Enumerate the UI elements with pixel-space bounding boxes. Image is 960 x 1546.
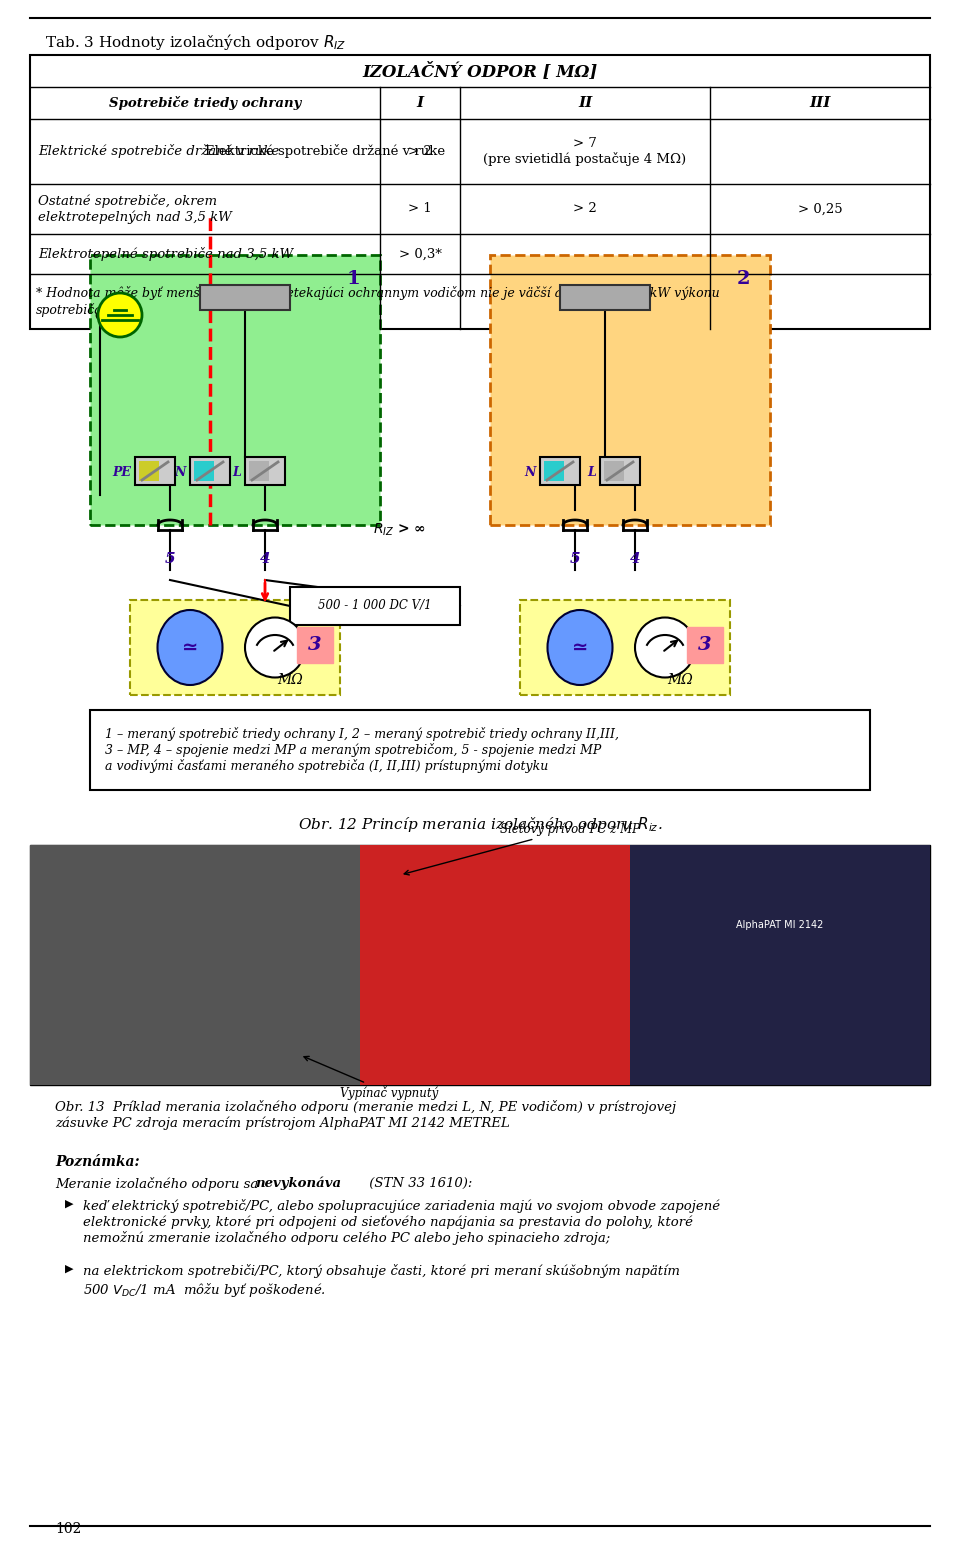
Text: IZOLAČNÝ ODPOR [ MΩ]: IZOLAČNÝ ODPOR [ MΩ] <box>362 62 598 80</box>
Text: L: L <box>232 467 241 479</box>
Text: > 1: > 1 <box>408 203 432 215</box>
Circle shape <box>635 617 695 677</box>
Text: 4: 4 <box>630 552 640 566</box>
Bar <box>249 461 269 481</box>
Text: 5: 5 <box>569 552 580 566</box>
FancyBboxPatch shape <box>520 600 730 696</box>
Text: Tab. 3 Hodnoty izolačných odporov $R_{IZ}$: Tab. 3 Hodnoty izolačných odporov $R_{IZ… <box>45 32 347 53</box>
Text: nevykonáva: nevykonáva <box>255 1177 341 1190</box>
FancyBboxPatch shape <box>490 255 770 526</box>
Bar <box>194 461 214 481</box>
Text: ≃: ≃ <box>181 638 198 657</box>
Ellipse shape <box>157 611 223 685</box>
Text: $R_{IZ}$ > ∞: $R_{IZ}$ > ∞ <box>373 523 426 538</box>
Circle shape <box>245 617 305 677</box>
Bar <box>297 626 333 663</box>
Text: > 0,3*: > 0,3* <box>398 247 442 260</box>
Text: N: N <box>175 467 186 479</box>
Bar <box>30 56 930 329</box>
Bar <box>687 626 723 663</box>
Bar <box>544 461 564 481</box>
Text: > 7
(pre svietidlá postačuje 4 MΩ): > 7 (pre svietidlá postačuje 4 MΩ) <box>484 138 686 165</box>
Text: ≃: ≃ <box>572 638 588 657</box>
Text: > 2: > 2 <box>408 145 432 158</box>
Bar <box>90 710 870 790</box>
Bar <box>630 846 930 1085</box>
Text: 3: 3 <box>698 635 711 654</box>
Bar <box>540 458 580 485</box>
Text: I: I <box>417 96 423 110</box>
Bar <box>200 284 290 311</box>
Text: > 0,25: > 0,25 <box>798 203 842 215</box>
Text: 1 – meraný spotrebič triedy ochrany I, 2 – meraný spotrebič triedy ochrany II,II: 1 – meraný spotrebič triedy ochrany I, 2… <box>105 727 619 773</box>
Text: L: L <box>588 467 596 479</box>
Text: 5: 5 <box>165 552 176 566</box>
FancyBboxPatch shape <box>130 600 340 696</box>
Bar <box>135 458 175 485</box>
Text: Vypínač vypnutý: Vypínač vypnutý <box>304 1056 439 1101</box>
Bar <box>139 461 159 481</box>
Text: MΩ: MΩ <box>667 673 693 686</box>
Text: > 2: > 2 <box>573 203 597 215</box>
Ellipse shape <box>547 611 612 685</box>
Text: 500 - 1 000 DC V/1: 500 - 1 000 DC V/1 <box>318 600 432 612</box>
Bar <box>560 284 650 311</box>
Text: 102: 102 <box>55 1521 82 1537</box>
Text: ▶: ▶ <box>65 1200 74 1209</box>
Text: AlphaPAT MI 2142: AlphaPAT MI 2142 <box>736 920 824 931</box>
Text: Spotrebiče triedy ochrany: Spotrebiče triedy ochrany <box>108 96 301 110</box>
Bar <box>30 846 360 1085</box>
Bar <box>30 846 930 1085</box>
Text: Poznámka:: Poznámka: <box>55 1155 139 1169</box>
Text: (STN 33 1610):: (STN 33 1610): <box>365 1177 472 1190</box>
Bar <box>190 458 230 485</box>
Text: Elektrotepelné spotrebiče nad 3,5 kW: Elektrotepelné spotrebiče nad 3,5 kW <box>38 247 293 261</box>
Text: N: N <box>524 467 536 479</box>
Text: II: II <box>578 96 592 110</box>
Text: Meranie izolačného odporu sa: Meranie izolačného odporu sa <box>55 1177 262 1190</box>
Text: Elektrické spotrebiče držané v ruke: Elektrické spotrebiče držané v ruke <box>38 144 279 159</box>
Bar <box>245 458 285 485</box>
Bar <box>604 461 624 481</box>
Text: Sieťový prívod PC z MP: Sieťový prívod PC z MP <box>404 822 640 875</box>
Text: * Hodnota môže byť menšia, ak prúd pretekajúci ochrannym vodičom nie je väčší ak: * Hodnota môže byť menšia, ak prúd prete… <box>36 286 720 317</box>
Text: 1: 1 <box>347 271 360 288</box>
Text: na elektrickom spotrebiči/PC, ktorý obsahuje časti, ktoré pri meraní skúšobným n: na elektrickom spotrebiči/PC, ktorý obsa… <box>83 1265 680 1299</box>
Text: Ostatné spotrebiče, okrem
elektrotepelných nad 3,5 kW: Ostatné spotrebiče, okrem elektrotepelný… <box>38 195 231 224</box>
Text: Elektrické spotrebiče držané v ruke: Elektrické spotrebiče držané v ruke <box>205 144 445 159</box>
Text: 2: 2 <box>736 271 750 288</box>
FancyBboxPatch shape <box>90 255 380 526</box>
Text: 4: 4 <box>260 552 271 566</box>
Bar <box>290 587 460 625</box>
Circle shape <box>98 294 142 337</box>
Bar <box>360 846 630 1085</box>
Text: III: III <box>809 96 830 110</box>
Text: Obr. 13  Príklad merania izolačného odporu (meranie medzi L, N, PE vodičom) v pr: Obr. 13 Príklad merania izolačného odpor… <box>55 1101 676 1130</box>
Text: keď elektrický spotrebič/PC, alebo spolupracujúce zariadenia majú vo svojom obvo: keď elektrický spotrebič/PC, alebo spolu… <box>83 1200 720 1245</box>
Text: PE: PE <box>112 467 131 479</box>
Text: ▶: ▶ <box>65 1265 74 1274</box>
Bar <box>600 458 640 485</box>
Text: 3: 3 <box>308 635 322 654</box>
Text: Obr. 12 Princíp merania izolačného odporu $R_{iz}$.: Obr. 12 Princíp merania izolačného odpor… <box>298 815 662 833</box>
Text: MΩ: MΩ <box>277 673 302 686</box>
